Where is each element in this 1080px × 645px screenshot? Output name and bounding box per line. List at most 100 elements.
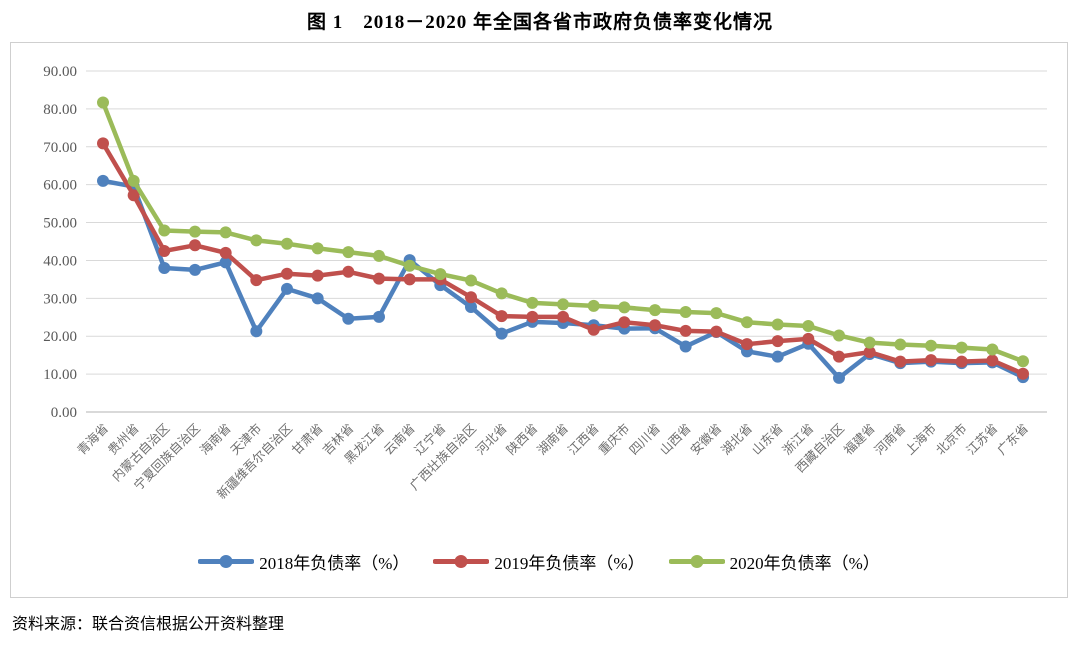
data-point-marker	[802, 332, 815, 345]
data-point-marker	[219, 246, 232, 259]
data-point-marker	[158, 244, 171, 257]
x-tick-label: 山东省	[749, 421, 785, 457]
data-point-marker	[158, 224, 171, 237]
legend-label: 2019年负债率（%）	[494, 554, 645, 573]
data-point-marker	[526, 310, 539, 323]
data-point-marker	[373, 310, 385, 323]
data-point-marker	[771, 350, 784, 363]
x-tick-label: 河北省	[473, 421, 509, 457]
legend-dot	[690, 555, 704, 568]
data-point-marker	[955, 341, 968, 354]
data-point-marker	[495, 310, 508, 323]
data-point-marker	[894, 355, 907, 368]
data-point-marker	[97, 174, 109, 187]
y-tick-label: 60.00	[43, 178, 77, 194]
data-point-marker	[710, 325, 723, 338]
legend-line-marker-icon	[198, 555, 255, 568]
data-point-marker	[342, 265, 355, 278]
data-point-marker	[311, 269, 324, 282]
data-point-marker	[189, 263, 201, 276]
legend-line-marker-icon	[433, 555, 490, 568]
data-point-marker	[526, 296, 539, 309]
series-2020-line	[97, 96, 1029, 368]
x-tick-label: 广东省	[995, 421, 1031, 457]
x-tick-label: 湖北省	[718, 421, 755, 458]
y-axis-labels: 0.00 10.00 20.00 30.00 40.00 50.00 60.00 70.00 8…	[43, 64, 77, 421]
data-point-marker	[281, 282, 293, 295]
x-tick-label: 重庆市	[595, 421, 632, 458]
y-tick-label: 90.00	[43, 64, 77, 80]
data-point-marker	[649, 319, 661, 332]
y-tick-label: 0.00	[51, 405, 77, 421]
source-note: 资料来源：联合资信根据公开资料整理	[12, 616, 285, 633]
data-point-marker	[127, 174, 140, 187]
data-point-marker	[250, 234, 263, 247]
data-point-marker	[802, 319, 815, 332]
data-point-marker	[158, 262, 171, 275]
data-point-marker	[250, 274, 263, 287]
x-tick-label: 海南省	[197, 421, 234, 458]
data-point-marker	[894, 338, 907, 351]
legend-label: 2020年负债率（%）	[729, 554, 880, 573]
data-point-marker	[434, 268, 447, 281]
data-point-marker	[986, 343, 999, 356]
chart-legend: 2018年负债率（%） 2019年负债率（%） 2020年负债率（%）	[11, 549, 1067, 574]
data-point-marker	[833, 329, 845, 342]
data-point-marker	[863, 346, 876, 359]
data-point-marker	[649, 304, 661, 317]
data-point-marker	[403, 273, 416, 286]
data-point-marker	[281, 237, 293, 250]
y-tick-label: 20.00	[43, 329, 77, 345]
chart-container: 0.00 10.00 20.00 30.00 40.00 50.00 60.00 70.00 8…	[10, 42, 1068, 598]
x-tick-label: 山西省	[657, 421, 693, 457]
data-point-marker	[465, 301, 477, 314]
y-tick-label: 50.00	[43, 216, 77, 232]
data-point-marker	[986, 354, 999, 367]
data-point-marker	[219, 226, 232, 239]
gridlines-group	[86, 70, 1047, 413]
x-tick-label: 福建省	[841, 421, 878, 458]
x-tick-label: 四川省	[627, 421, 663, 457]
legend-item-2020: 2020年负债率（%）	[668, 549, 880, 574]
series-path	[100, 141, 1026, 376]
data-point-marker	[679, 340, 692, 353]
data-point-marker	[833, 350, 845, 363]
data-point-marker	[771, 318, 784, 331]
data-point-marker	[863, 336, 876, 349]
legend-item-2018: 2018年负债率（%）	[198, 549, 409, 574]
x-tick-label: 北京市	[933, 421, 970, 458]
data-point-marker	[189, 225, 201, 238]
series-2018-line	[97, 174, 1029, 384]
data-point-marker	[710, 307, 723, 320]
data-point-marker	[127, 189, 140, 202]
data-point-marker	[925, 339, 937, 352]
data-point-marker	[342, 246, 355, 259]
x-axis-labels: 青海省贵州省内蒙古自治区宁夏回族自治区海南省天津市新疆维吾尔自治区甘肃省吉林省黑…	[74, 421, 1031, 502]
data-point-marker	[925, 354, 937, 367]
data-point-marker	[557, 310, 569, 323]
data-point-marker	[833, 371, 845, 384]
legend-dot	[219, 555, 233, 568]
line-chart: 0.00 10.00 20.00 30.00 40.00 50.00 60.00 70.00 8…	[43, 64, 1047, 502]
legend-item-2019: 2019年负债率（%）	[433, 549, 645, 574]
series-path	[100, 178, 1026, 381]
data-point-marker	[495, 287, 508, 300]
x-tick-label: 安徽省	[687, 421, 724, 458]
data-point-marker	[342, 312, 355, 325]
chart-title: 图 1 2018－2020 年全国各省市政府负债率变化情况	[306, 12, 773, 33]
x-tick-label: 江西省	[565, 421, 601, 457]
data-point-marker	[679, 324, 692, 337]
data-point-marker	[557, 298, 569, 311]
data-point-marker	[403, 259, 416, 272]
x-tick-label: 陕西省	[503, 421, 540, 458]
data-point-marker	[587, 323, 600, 336]
data-point-marker	[1017, 367, 1029, 380]
data-point-marker	[373, 272, 385, 285]
legend-dot	[454, 555, 468, 568]
data-point-marker	[771, 335, 784, 348]
x-tick-label: 河南省	[871, 421, 908, 458]
y-tick-label: 80.00	[43, 102, 77, 118]
data-point-marker	[311, 292, 324, 305]
data-point-marker	[955, 355, 968, 368]
data-point-marker	[311, 242, 324, 255]
